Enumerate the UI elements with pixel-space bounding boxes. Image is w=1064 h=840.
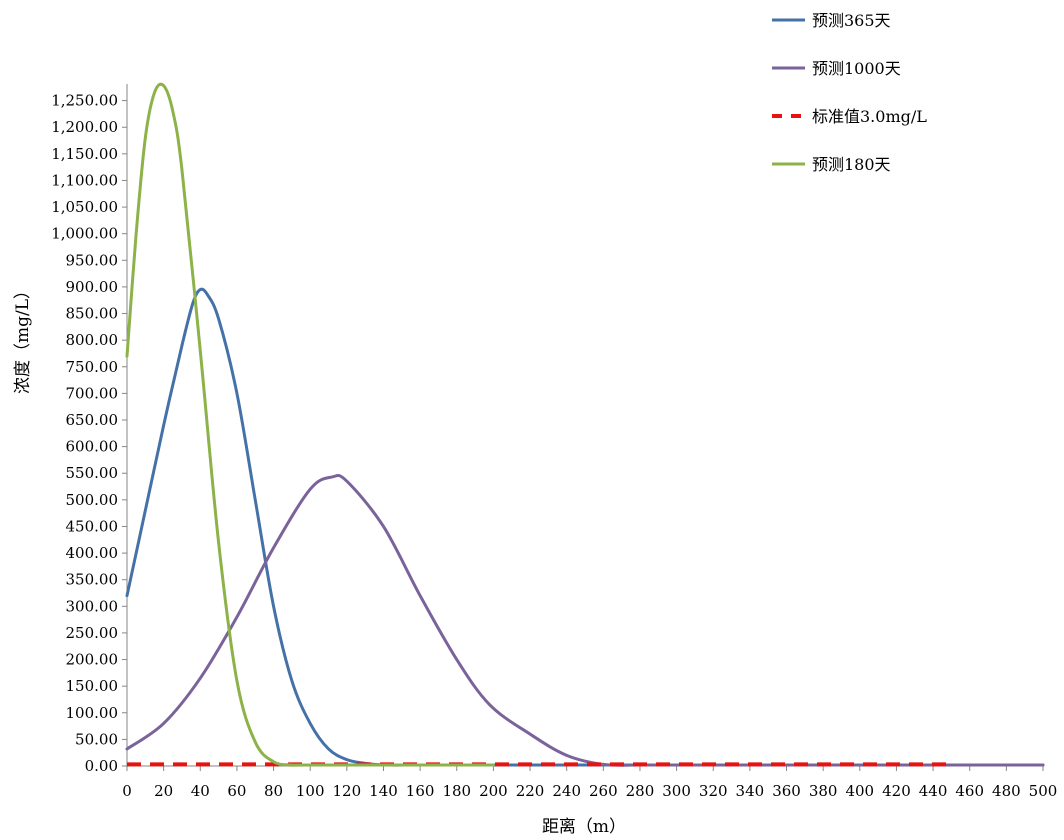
x-tick-label: 240 bbox=[552, 782, 581, 800]
y-tick-label: 0.00 bbox=[85, 757, 118, 775]
x-tick-label: 480 bbox=[992, 782, 1021, 800]
x-tick-label: 280 bbox=[626, 782, 655, 800]
series-365-days bbox=[125, 287, 1045, 767]
x-tick-label: 20 bbox=[154, 782, 173, 800]
x-tick-label: 360 bbox=[772, 782, 801, 800]
x-axis-title: 距离（m） bbox=[542, 817, 626, 837]
legend-label: 预测180天 bbox=[812, 155, 891, 174]
x-tick-label: 500 bbox=[1029, 782, 1058, 800]
x-tick-label: 300 bbox=[662, 782, 691, 800]
x-tick-label: 420 bbox=[882, 782, 911, 800]
x-tick-label: 220 bbox=[516, 782, 545, 800]
y-tick-label: 1,250.00 bbox=[51, 92, 118, 110]
x-tick-label: 460 bbox=[955, 782, 984, 800]
y-tick-label: 300.00 bbox=[66, 597, 119, 615]
x-tick-label: 260 bbox=[589, 782, 618, 800]
x-tick-label: 0 bbox=[122, 782, 132, 800]
x-tick-label: 180 bbox=[442, 782, 471, 800]
y-tick-label: 100.00 bbox=[66, 704, 119, 722]
x-tick-label: 380 bbox=[809, 782, 838, 800]
x-tick-label: 160 bbox=[406, 782, 435, 800]
y-tick-label: 700.00 bbox=[66, 384, 119, 402]
y-tick-label: 1,200.00 bbox=[51, 118, 118, 136]
y-tick-label: 50.00 bbox=[75, 730, 118, 748]
x-tick-label: 200 bbox=[479, 782, 508, 800]
legend-label: 预测365天 bbox=[812, 11, 891, 30]
series-layer bbox=[125, 82, 1045, 767]
x-tick-label: 80 bbox=[264, 782, 283, 800]
x-tick-label: 440 bbox=[919, 782, 948, 800]
y-tick-label: 750.00 bbox=[66, 358, 119, 376]
y-tick-label: 1,000.00 bbox=[51, 225, 118, 243]
y-tick-label: 850.00 bbox=[66, 305, 119, 323]
x-tick-label: 400 bbox=[845, 782, 874, 800]
y-tick-label: 1,150.00 bbox=[51, 145, 118, 163]
y-tick-label: 450.00 bbox=[66, 517, 119, 535]
x-tick-label: 120 bbox=[333, 782, 362, 800]
y-tick-label: 650.00 bbox=[66, 411, 119, 429]
y-tick-label: 1,100.00 bbox=[51, 171, 118, 189]
y-axis-title: 浓度（mg/L） bbox=[13, 282, 33, 394]
y-tick-label: 950.00 bbox=[66, 251, 119, 269]
x-tick-label: 100 bbox=[296, 782, 325, 800]
series-180-days bbox=[125, 82, 495, 767]
x-tick-label: 320 bbox=[699, 782, 728, 800]
y-tick-label: 1,050.00 bbox=[51, 198, 118, 216]
y-tick-label: 600.00 bbox=[66, 438, 119, 456]
x-tick-label: 40 bbox=[191, 782, 210, 800]
x-tick-label: 140 bbox=[369, 782, 398, 800]
series-1000-days bbox=[125, 473, 1045, 767]
x-axis: 0 20 40 60 80 100 120 140 160 180 200 220 240 260 280 3… bbox=[122, 765, 1058, 800]
legend-label: 预测1000天 bbox=[812, 59, 901, 78]
y-tick-label: 900.00 bbox=[66, 278, 119, 296]
y-tick-label: 800.00 bbox=[66, 331, 119, 349]
y-tick-label: 150.00 bbox=[66, 677, 119, 695]
y-tick-label: 400.00 bbox=[66, 544, 119, 562]
y-tick-label: 550.00 bbox=[66, 464, 119, 482]
y-tick-label: 350.00 bbox=[66, 571, 119, 589]
y-tick-label: 200.00 bbox=[66, 651, 119, 669]
legend-label: 标准值3.0mg/L bbox=[812, 107, 927, 126]
y-axis: 0.00 50.00 100.00 150.00 200.00 250.00 300.00 3… bbox=[51, 84, 128, 775]
x-tick-label: 340 bbox=[736, 782, 765, 800]
x-tick-label: 60 bbox=[227, 782, 246, 800]
y-tick-label: 500.00 bbox=[66, 491, 119, 509]
y-tick-label: 250.00 bbox=[66, 624, 119, 642]
